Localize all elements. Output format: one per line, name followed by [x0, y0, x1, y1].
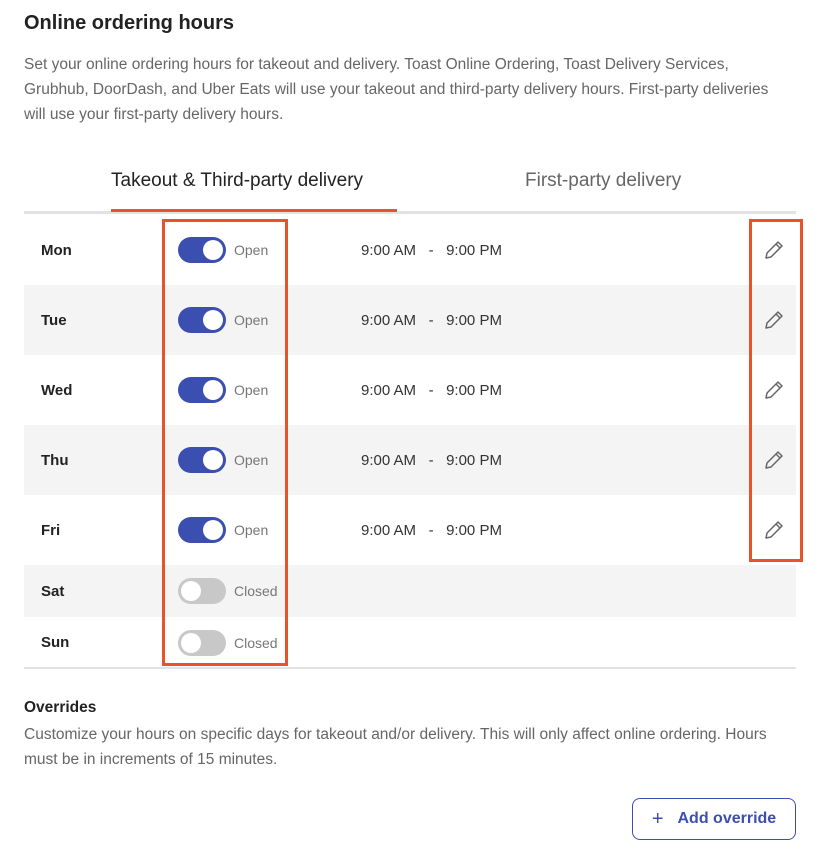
page-description: Set your online ordering hours for takeo…: [24, 56, 769, 123]
toggle-knob: [203, 310, 223, 330]
day-label: Fri: [41, 521, 61, 539]
end-time: 9:00 PM: [446, 521, 502, 539]
start-time: 9:00 AM: [361, 451, 417, 469]
start-time: 9:00 AM: [361, 381, 417, 399]
status-label: Open: [234, 382, 269, 398]
status-label: Open: [234, 522, 269, 538]
hours-range: 9:00 AM - 9:00 PM: [361, 382, 502, 399]
day-row-mon: Mon Open 9:00 AM - 9:00 PM: [24, 215, 796, 285]
highlight-box-edit: [749, 219, 803, 562]
toggle-knob: [181, 581, 201, 601]
pencil-icon[interactable]: [762, 308, 786, 332]
day-label: Sat: [41, 582, 65, 600]
open-toggle[interactable]: [178, 578, 226, 604]
day-row-tue: Tue Open 9:00 AM - 9:00 PM: [24, 285, 796, 355]
day-label: Wed: [41, 381, 73, 399]
status-label: Closed: [234, 634, 278, 651]
end-time: 9:00 PM: [446, 241, 502, 259]
day-row-sat: Sat Closed: [24, 565, 796, 617]
tab-first-party[interactable]: First-party delivery: [525, 170, 682, 191]
hours-range: 9:00 AM - 9:00 PM: [361, 452, 502, 469]
time-separator: -: [428, 521, 434, 539]
add-override-label: Add override: [677, 810, 777, 827]
open-toggle[interactable]: [178, 377, 226, 403]
pencil-icon[interactable]: [762, 518, 786, 542]
plus-icon: +: [651, 807, 664, 830]
toggle-knob: [181, 632, 201, 653]
hours-range: 9:00 AM - 9:00 PM: [361, 522, 502, 539]
active-tab-indicator: [111, 209, 397, 212]
open-toggle[interactable]: [178, 629, 226, 656]
pencil-icon[interactable]: [762, 378, 786, 402]
overrides-description: Customize your hours on specific days fo…: [24, 726, 767, 768]
day-label: Mon: [41, 241, 72, 259]
status-label: Closed: [234, 583, 278, 599]
overrides-title: Overrides: [24, 699, 97, 716]
end-time: 9:00 PM: [446, 451, 502, 469]
end-time: 9:00 PM: [446, 381, 502, 399]
open-toggle[interactable]: [178, 517, 226, 543]
open-toggle[interactable]: [178, 307, 226, 333]
page-title: Online ordering hours: [24, 12, 235, 34]
start-time: 9:00 AM: [361, 311, 417, 329]
status-label: Open: [234, 452, 269, 468]
hours-range: 9:00 AM - 9:00 PM: [361, 242, 502, 259]
day-row-thu: Thu Open 9:00 AM - 9:00 PM: [24, 425, 796, 495]
time-separator: -: [428, 381, 434, 399]
start-time: 9:00 AM: [361, 241, 417, 259]
day-row-fri: Fri Open 9:00 AM - 9:00 PM: [24, 495, 796, 565]
open-toggle[interactable]: [178, 237, 226, 263]
status-label: Open: [234, 312, 269, 328]
pencil-icon[interactable]: [762, 238, 786, 262]
pencil-icon[interactable]: [762, 448, 786, 472]
end-time: 9:00 PM: [446, 311, 502, 329]
highlight-box-toggles: [162, 219, 288, 666]
start-time: 9:00 AM: [361, 521, 417, 539]
table-divider: [24, 667, 796, 669]
tab-divider: [24, 211, 796, 214]
day-label: Tue: [41, 311, 67, 329]
day-row-sun: Sun Closed: [24, 617, 796, 668]
day-label: Thu: [41, 451, 69, 469]
open-toggle[interactable]: [178, 447, 226, 473]
time-separator: -: [428, 241, 434, 259]
day-label: Sun: [41, 634, 70, 651]
time-separator: -: [428, 451, 434, 469]
hours-range: 9:00 AM - 9:00 PM: [361, 312, 502, 329]
tab-takeout-third-party[interactable]: Takeout & Third-party delivery: [111, 170, 364, 191]
add-override-button[interactable]: + Add override: [632, 798, 796, 840]
toggle-knob: [203, 450, 223, 470]
time-separator: -: [428, 311, 434, 329]
toggle-knob: [203, 240, 223, 260]
toggle-knob: [203, 380, 223, 400]
status-label: Open: [234, 242, 269, 258]
toggle-knob: [203, 520, 223, 540]
day-row-wed: Wed Open 9:00 AM - 9:00 PM: [24, 355, 796, 425]
